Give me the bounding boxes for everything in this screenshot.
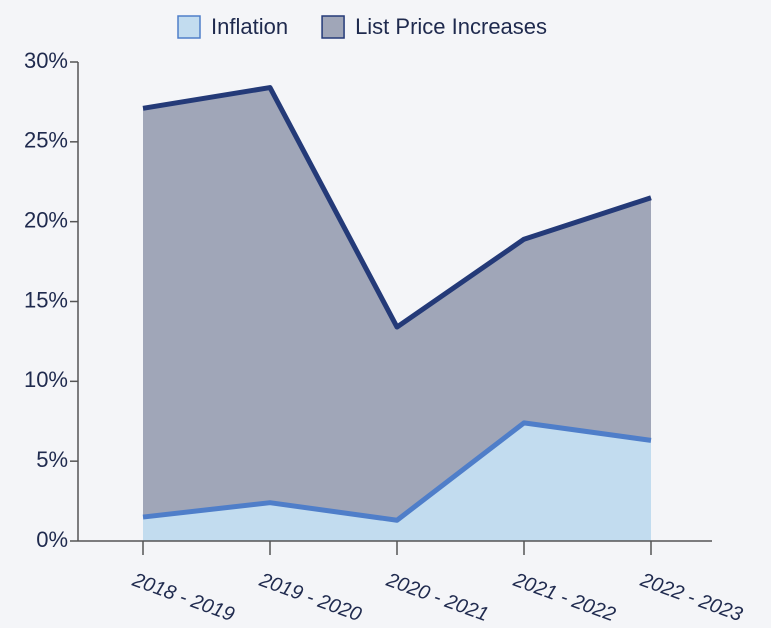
y-tick-label: 5% — [36, 447, 68, 472]
line — [142, 85, 652, 330]
legend-swatch — [321, 15, 345, 39]
y-tick-label: 30% — [24, 48, 68, 73]
y-tick-label: 20% — [24, 207, 68, 232]
legend-label: List Price Increases — [355, 14, 547, 39]
legend-swatch — [177, 15, 201, 39]
x-tick-label: 2019 - 2020 — [256, 569, 365, 627]
y-tick-label: 10% — [24, 367, 68, 392]
y-tick-label: 25% — [24, 128, 68, 153]
legend-label: Inflation — [211, 14, 288, 39]
x-tick-label: 2022 - 2023 — [637, 569, 746, 627]
y-tick-label: 0% — [36, 527, 68, 552]
area — [143, 422, 651, 541]
x-tick-label: 2018 - 2019 — [129, 569, 238, 627]
x-tick-label: 2020 - 2021 — [383, 569, 492, 627]
x-tick-label: 2021 - 2022 — [510, 569, 619, 627]
line — [142, 420, 652, 523]
y-tick-label: 15% — [24, 287, 68, 312]
